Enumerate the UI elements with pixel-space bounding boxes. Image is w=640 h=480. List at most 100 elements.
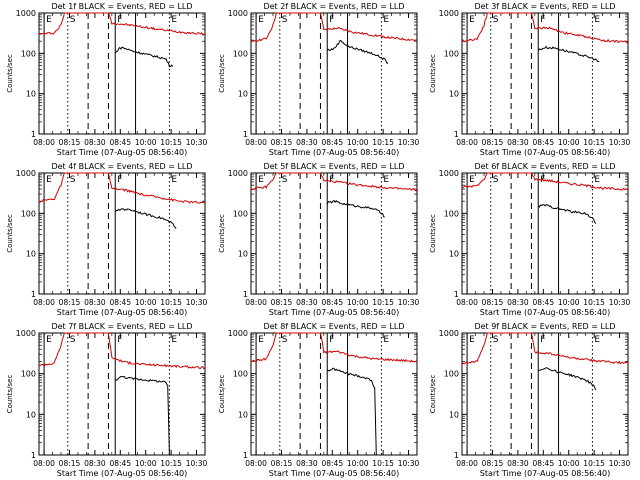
marker-label: E bbox=[171, 175, 177, 185]
x-tick-label: 10:00 bbox=[135, 298, 157, 307]
x-axis-title: Start Time (07-Aug-05 08:56:40) bbox=[480, 308, 611, 317]
lld-series-line bbox=[461, 172, 629, 191]
y-tick-label: 1000 bbox=[439, 329, 459, 338]
axis-frame bbox=[38, 172, 206, 295]
marker-label: S bbox=[70, 335, 76, 345]
x-tick-label: 10:15 bbox=[583, 459, 605, 468]
axis-frame bbox=[38, 332, 206, 456]
x-tick-label: 08:00 bbox=[33, 298, 55, 307]
y-axis-title: Counts/sec bbox=[429, 214, 437, 253]
lld-series-line bbox=[38, 172, 206, 204]
y-tick-label: 10 bbox=[26, 250, 36, 259]
panel-title: Det 6f BLACK = Events, RED = LLD bbox=[474, 162, 615, 171]
y-axis-title: Counts/sec bbox=[6, 214, 14, 253]
x-tick-label: 08:15 bbox=[59, 298, 81, 307]
x-tick-label: 08:30 bbox=[507, 459, 529, 468]
x-tick-label: 08:00 bbox=[245, 138, 267, 147]
x-tick-label: 10:15 bbox=[372, 459, 394, 468]
y-tick-label: 100 bbox=[21, 209, 36, 218]
marker-label: E bbox=[171, 335, 177, 345]
x-tick-label: 10:30 bbox=[398, 138, 420, 147]
y-tick-label: 10 bbox=[449, 410, 459, 419]
y-tick-label: 100 bbox=[233, 49, 248, 58]
x-axis-title: Start Time (07-Aug-05 08:56:40) bbox=[269, 308, 400, 317]
chart-panel-1: Det 1f BLACK = Events, RED = LLD 1 10 100 10… bbox=[6, 2, 208, 157]
x-tick-label: 08:45 bbox=[321, 298, 343, 307]
lld-series-line bbox=[461, 332, 629, 365]
y-axis-title: Counts/sec bbox=[218, 54, 226, 93]
axis-frame bbox=[461, 12, 629, 135]
y-tick-label: 10 bbox=[26, 90, 36, 99]
lld-series-line bbox=[38, 332, 206, 370]
x-tick-label: 10:00 bbox=[347, 138, 369, 147]
x-axis-title: Start Time (07-Aug-05 08:56:40) bbox=[269, 148, 400, 157]
panel-title: Det 5f BLACK = Events, RED = LLD bbox=[263, 162, 404, 171]
y-axis-title: Counts/sec bbox=[6, 54, 14, 93]
y-tick-label: 1000 bbox=[228, 169, 248, 178]
lld-series-line bbox=[38, 12, 206, 36]
x-tick-label: 10:00 bbox=[135, 138, 157, 147]
events-series-line bbox=[114, 375, 170, 456]
x-tick-label: 10:15 bbox=[160, 298, 182, 307]
x-tick-label: 10:30 bbox=[398, 459, 420, 468]
x-tick-label: 08:30 bbox=[507, 138, 529, 147]
y-tick-label: 1000 bbox=[439, 9, 459, 18]
y-tick-label: 1 bbox=[31, 290, 36, 299]
y-axis-title: Counts/sec bbox=[429, 54, 437, 93]
y-tick-label: 100 bbox=[444, 370, 459, 379]
y-tick-label: 1 bbox=[243, 451, 248, 460]
x-tick-label: 10:00 bbox=[558, 138, 580, 147]
y-tick-label: 1 bbox=[31, 130, 36, 139]
events-series-line bbox=[114, 208, 177, 230]
y-tick-label: 10 bbox=[449, 90, 459, 99]
y-tick-label: 10 bbox=[238, 90, 248, 99]
x-tick-label: 08:45 bbox=[109, 298, 131, 307]
x-tick-label: 10:30 bbox=[609, 459, 631, 468]
x-tick-label: 08:30 bbox=[84, 138, 106, 147]
x-axis-title: Start Time (07-Aug-05 08:56:40) bbox=[57, 469, 188, 478]
chart-panel-3: Det 3f BLACK = Events, RED = LLD 1 10 100 10… bbox=[429, 2, 631, 157]
y-tick-label: 10 bbox=[449, 250, 459, 259]
x-axis-title: Start Time (07-Aug-05 08:56:40) bbox=[480, 469, 611, 478]
marker-label: E bbox=[171, 15, 177, 25]
y-tick-label: 100 bbox=[21, 370, 36, 379]
x-tick-label: 10:00 bbox=[558, 298, 580, 307]
y-tick-label: 10 bbox=[238, 410, 248, 419]
y-tick-label: 1 bbox=[31, 451, 36, 460]
marker-label: E bbox=[383, 335, 389, 345]
x-tick-label: 10:00 bbox=[347, 459, 369, 468]
x-axis-title: Start Time (07-Aug-05 08:56:40) bbox=[57, 308, 188, 317]
events-series-line bbox=[538, 367, 597, 391]
x-tick-label: 10:00 bbox=[558, 459, 580, 468]
lld-series-line bbox=[461, 12, 629, 44]
x-tick-label: 08:30 bbox=[84, 459, 106, 468]
events-series-line bbox=[326, 39, 389, 64]
y-tick-label: 100 bbox=[444, 209, 459, 218]
x-axis-title: Start Time (07-Aug-05 08:56:40) bbox=[269, 469, 400, 478]
marker-label: S bbox=[493, 15, 499, 25]
panel-title: Det 7f BLACK = Events, RED = LLD bbox=[51, 322, 192, 331]
x-tick-label: 10:00 bbox=[347, 298, 369, 307]
events-series-line bbox=[326, 199, 385, 218]
x-tick-label: 10:30 bbox=[398, 298, 420, 307]
y-tick-label: 100 bbox=[233, 209, 248, 218]
marker-label: S bbox=[70, 175, 76, 185]
y-tick-label: 1000 bbox=[16, 329, 36, 338]
x-tick-label: 08:30 bbox=[507, 298, 529, 307]
x-tick-label: 10:15 bbox=[160, 459, 182, 468]
lld-series-line bbox=[250, 172, 418, 192]
marker-label: S bbox=[493, 175, 499, 185]
x-tick-label: 08:30 bbox=[296, 298, 318, 307]
y-tick-label: 1000 bbox=[16, 9, 36, 18]
x-tick-label: 08:15 bbox=[59, 459, 81, 468]
marker-label: E bbox=[46, 335, 52, 345]
marker-label: E bbox=[46, 175, 52, 185]
x-tick-label: 08:30 bbox=[296, 138, 318, 147]
panel-title: Det 9f BLACK = Events, RED = LLD bbox=[474, 322, 615, 331]
y-tick-label: 100 bbox=[21, 49, 36, 58]
x-tick-label: 08:00 bbox=[33, 459, 55, 468]
axis-frame bbox=[38, 12, 206, 135]
x-tick-label: 08:00 bbox=[245, 298, 267, 307]
x-tick-label: 08:15 bbox=[271, 138, 293, 147]
x-tick-label: 10:30 bbox=[186, 298, 208, 307]
